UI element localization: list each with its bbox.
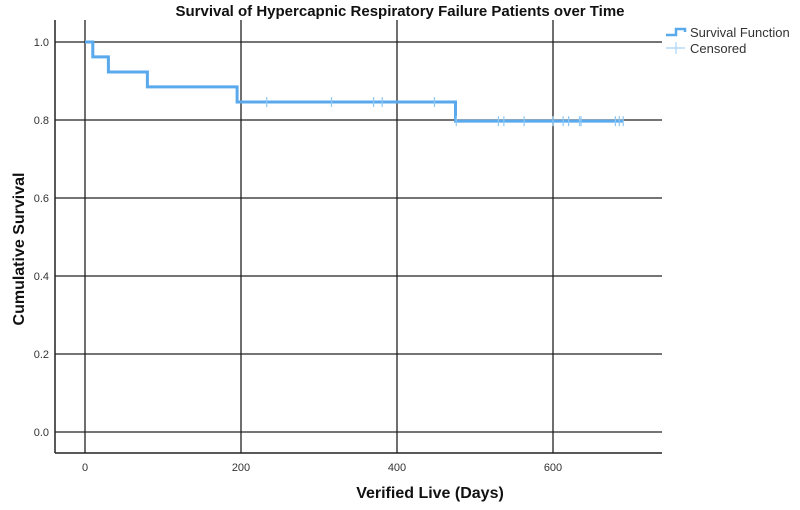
legend-label: Survival Function <box>690 24 790 40</box>
y-tick-label: 0.6 <box>34 193 49 205</box>
chart-title: Survival of Hypercapnic Respiratory Fail… <box>175 3 625 20</box>
x-tick-label: 400 <box>388 462 406 474</box>
y-tick-label: 0.4 <box>34 271 49 283</box>
x-tick-label: 600 <box>544 462 562 474</box>
series-lines <box>85 40 624 127</box>
legend-item-survival-function: Survival Function <box>665 24 790 40</box>
legend-label: Censored <box>690 40 747 56</box>
tick-labels: 0.0 0.2 0.4 0.6 0.8 1.0 0 200 400 600 <box>34 37 562 474</box>
y-tick-label: 0.8 <box>34 115 49 127</box>
legend-item-censored: Censored <box>665 40 790 56</box>
y-tick-label: 1.0 <box>34 37 49 49</box>
y-tick-label: 0.2 <box>34 349 49 361</box>
survival-function-line <box>85 40 624 123</box>
step-line-icon <box>666 27 687 37</box>
x-tick-label: 200 <box>232 462 250 474</box>
legend: Survival Function Censored <box>665 24 790 56</box>
x-tick-label: 0 <box>82 462 88 474</box>
cross-marker-icon <box>666 42 685 54</box>
x-axis-label: Verified Live (Days) <box>356 485 504 502</box>
y-tick-label: 0.0 <box>34 427 49 439</box>
